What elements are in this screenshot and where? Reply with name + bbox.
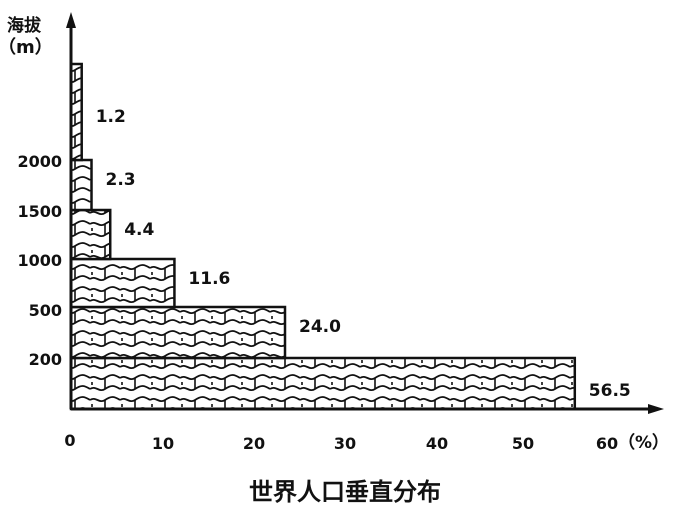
x-axis-arrow [648, 404, 664, 414]
bars-group [69, 62, 577, 411]
value-label: 4.4 [124, 220, 154, 240]
x-tick-label: 40 [426, 434, 448, 453]
value-label: 11.6 [188, 269, 230, 289]
y-tick-label: 1500 [17, 202, 62, 221]
bar-500-1000 [69, 257, 176, 309]
x-tick-label: 60 [596, 434, 618, 453]
y-tick-label: 1000 [17, 251, 62, 270]
y-axis-label: 海拔 [7, 15, 42, 36]
y-ticks-group: 200 500 1000 1500 2000 [17, 152, 62, 369]
x-axis-unit: （%） [618, 432, 669, 453]
value-label: 1.2 [96, 107, 126, 127]
x-tick-label: 30 [334, 434, 356, 453]
x-tick-label: 10 [152, 434, 174, 453]
bar->2000 [69, 62, 83, 162]
bar-1500-2000 [69, 158, 93, 212]
y-axis-arrow [66, 12, 76, 28]
x-ticks-group: 0 10 20 30 40 50 60 [64, 431, 618, 453]
chart-title: 世界人口垂直分布 [249, 478, 441, 506]
bar-200-500 [69, 305, 287, 360]
y-tick-label: 500 [29, 301, 62, 320]
value-labels-group: 56.5 24.0 11.6 4.4 2.3 1.2 [96, 107, 631, 401]
y-tick-label: 2000 [17, 152, 62, 171]
x-tick-label: 20 [243, 434, 265, 453]
value-label: 56.5 [589, 381, 631, 401]
value-label: 24.0 [299, 317, 341, 337]
x-tick-label: 50 [512, 434, 534, 453]
value-label: 2.3 [106, 170, 136, 190]
chart: 56.524.011.64.42.31.2 200500100015002000… [0, 12, 669, 453]
x-tick-label: 0 [64, 431, 75, 450]
bar-<200 [69, 356, 577, 411]
y-tick-label: 200 [29, 350, 62, 369]
y-axis-unit: （m） [0, 37, 53, 58]
bar-1000-1500 [69, 208, 112, 261]
